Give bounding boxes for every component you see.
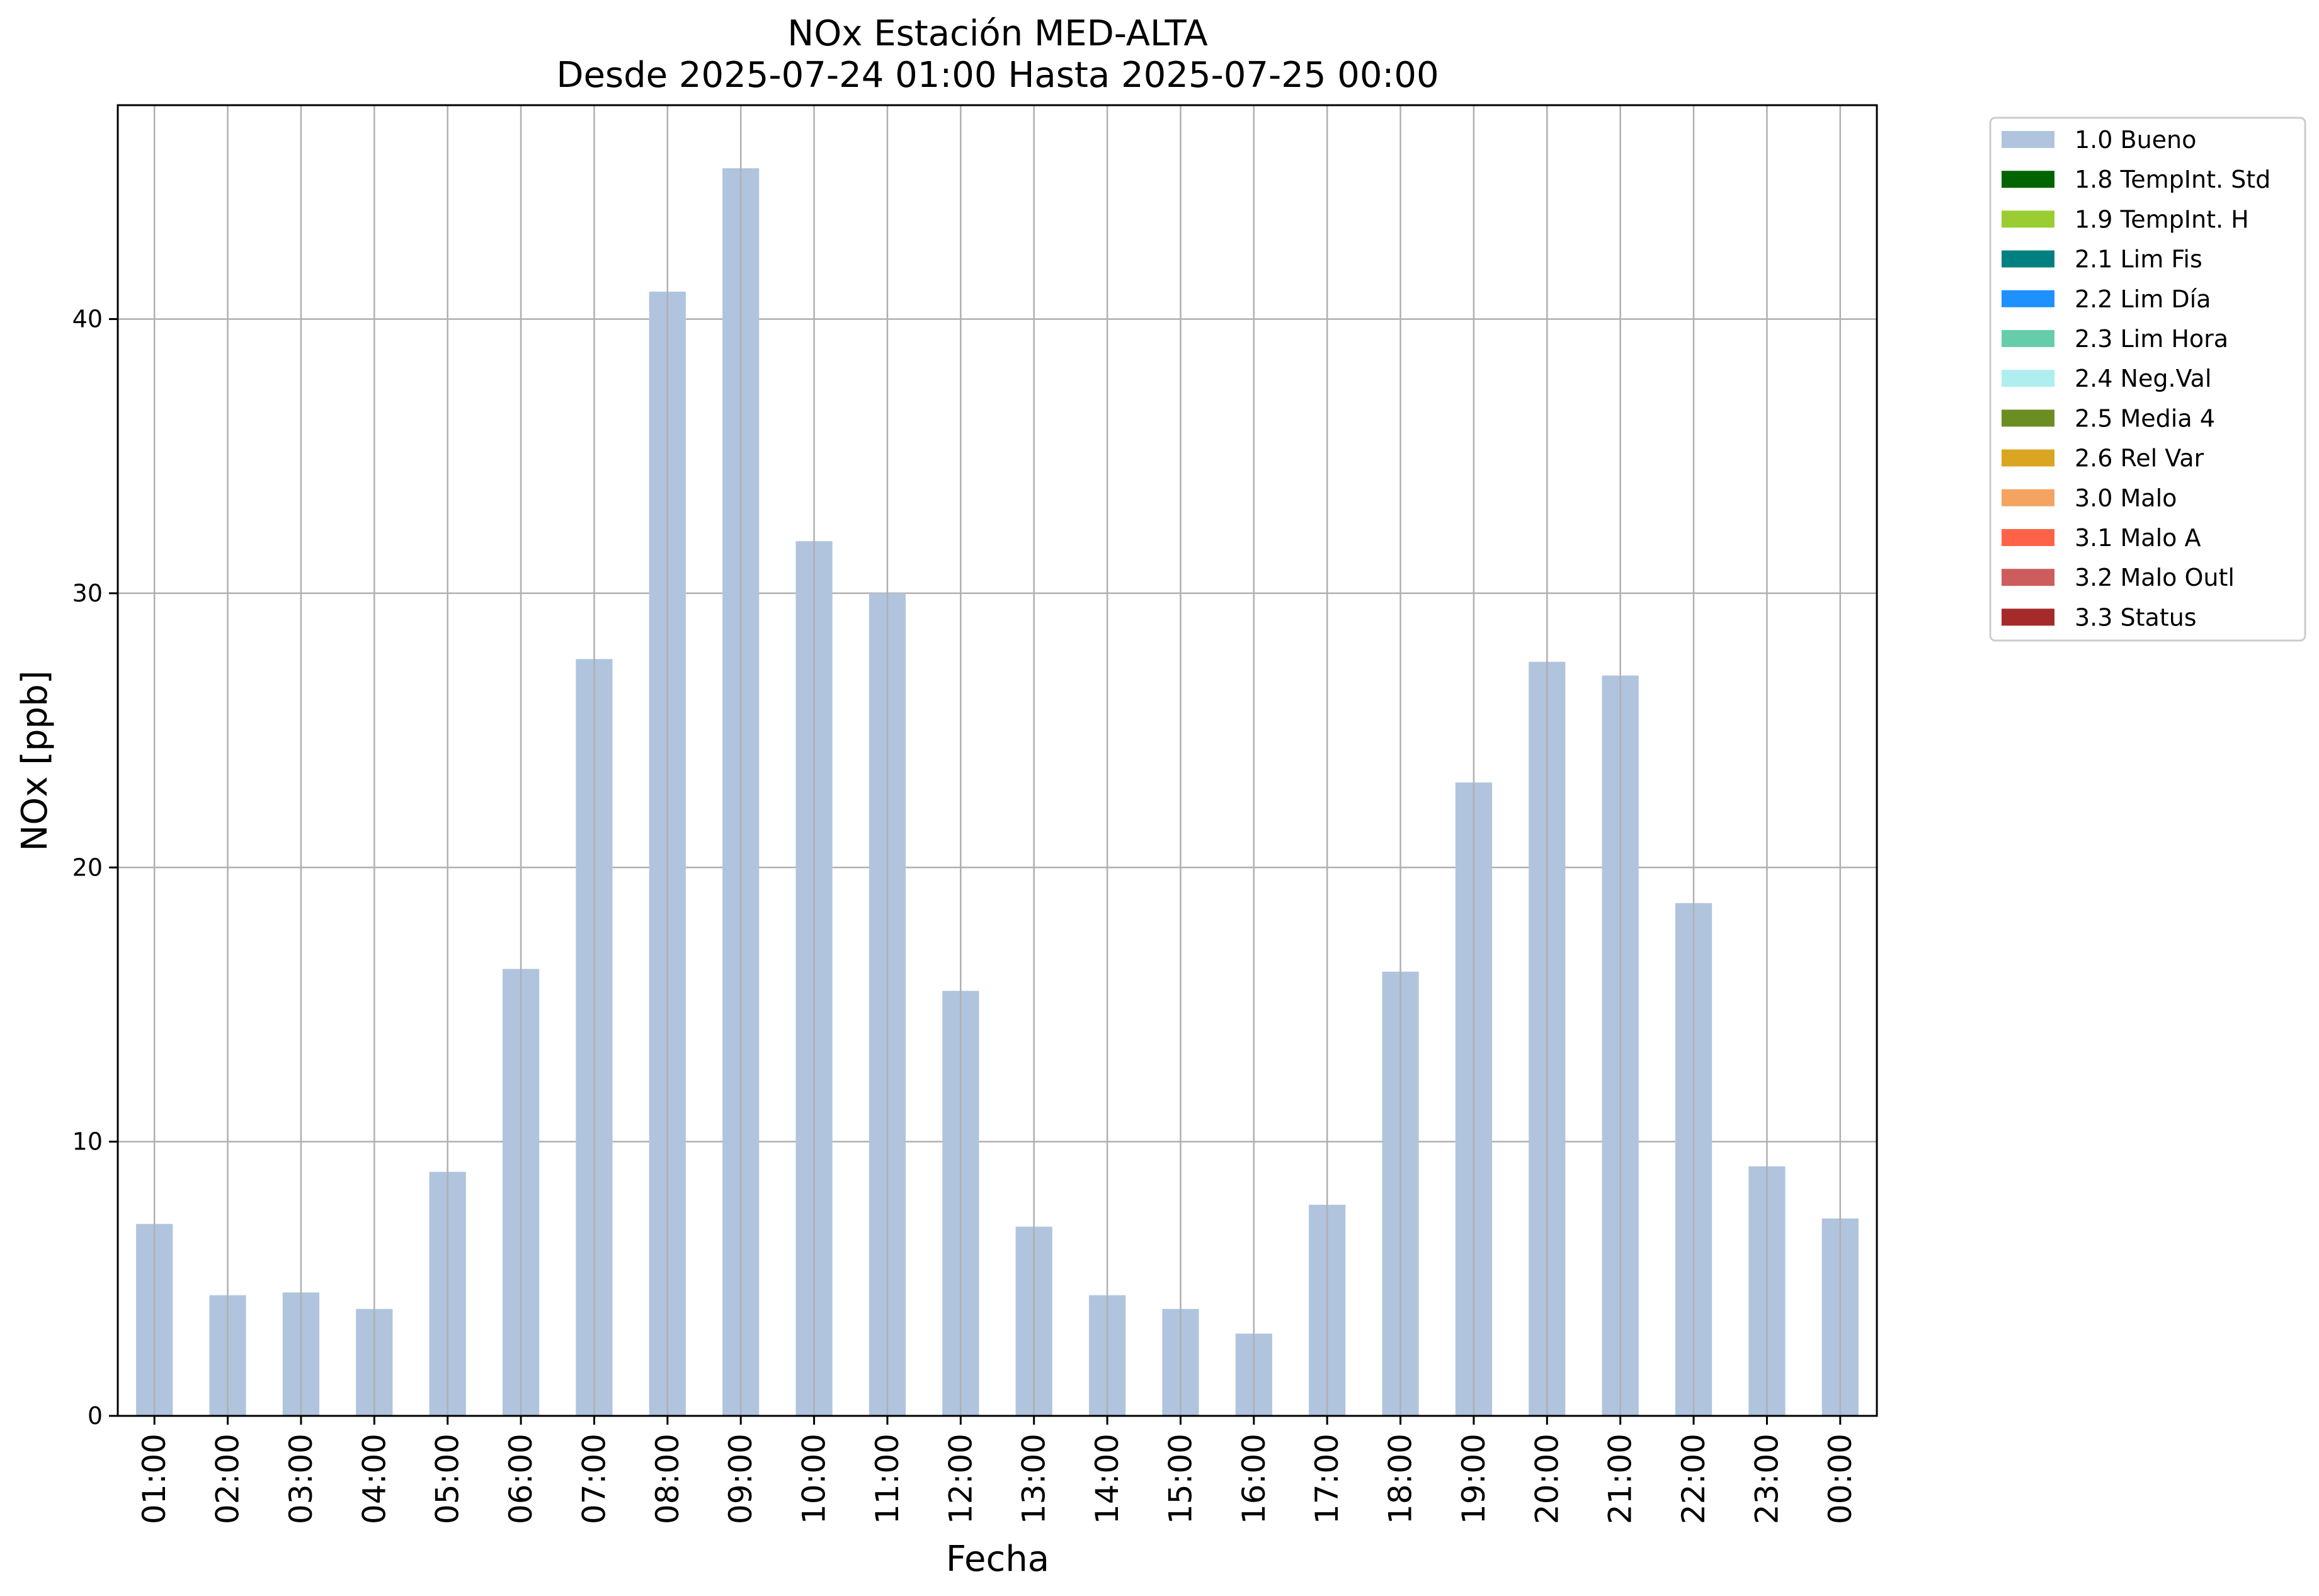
legend-label: 1.9 TempInt. H	[2075, 205, 2249, 233]
x-tick-label: 19:00	[1456, 1434, 1492, 1524]
legend-label: 3.0 Malo	[2075, 484, 2177, 512]
legend-label: 2.6 Rel Var	[2075, 445, 2204, 472]
legend-frame	[1989, 117, 2306, 642]
x-axis-label: Fecha	[946, 1539, 1049, 1580]
legend-label: 3.3 Status	[2075, 603, 2197, 631]
legend-swatch	[2002, 569, 2054, 586]
legend-label: 2.5 Media 4	[2075, 404, 2215, 432]
x-tick-label: 23:00	[1748, 1434, 1785, 1524]
x-tick-label: 02:00	[210, 1434, 246, 1524]
x-tick-label: 05:00	[430, 1434, 466, 1524]
x-tick-label: 13:00	[1016, 1434, 1052, 1524]
legend-swatch	[2002, 608, 2054, 626]
x-tick-label: 09:00	[722, 1434, 759, 1524]
x-tick-label: 08:00	[649, 1434, 686, 1524]
legend-swatch	[2002, 290, 2054, 307]
legend-label: 1.0 Bueno	[2075, 126, 2196, 154]
legend-label: 1.8 TempInt. Std	[2075, 166, 2271, 193]
vertical-grid	[153, 105, 1842, 1416]
legend-swatch	[2002, 409, 2054, 427]
legend-swatch	[2002, 489, 2054, 506]
y-tick-label: 20	[72, 853, 103, 881]
y-tick-label: 40	[72, 305, 103, 333]
y-axis-ticks: 0 10 20 30 40	[72, 305, 118, 1430]
x-tick-label: 14:00	[1089, 1434, 1125, 1524]
x-tick-label: 04:00	[356, 1434, 392, 1524]
y-tick-label: 10	[72, 1128, 103, 1156]
legend-swatch	[2002, 210, 2054, 228]
x-tick-label: 21:00	[1602, 1434, 1639, 1524]
x-tick-label: 15:00	[1162, 1434, 1199, 1524]
legend-label: 2.1 Lim Fis	[2075, 246, 2202, 273]
x-tick-label: 01:00	[136, 1434, 173, 1524]
y-axis-label: NOx [ppb]	[14, 670, 55, 851]
legend-swatch	[2002, 131, 2054, 148]
legend-label: 2.3 Lim Hora	[2075, 325, 2228, 353]
legend-swatch	[2002, 449, 2054, 467]
legend-label: 2.2 Lim Día	[2075, 285, 2211, 313]
x-tick-label: 07:00	[576, 1434, 612, 1524]
x-tick-label: 03:00	[283, 1434, 319, 1524]
x-tick-label: 20:00	[1529, 1434, 1565, 1524]
legend-label: 3.2 Malo Outl	[2075, 564, 2235, 591]
x-tick-label: 11:00	[869, 1434, 906, 1524]
x-tick-label: 22:00	[1675, 1434, 1712, 1524]
legend-label: 2.4 Neg.Val	[2075, 365, 2211, 392]
chart-title: NOx Estación MED-ALTA	[787, 13, 1207, 54]
legend-label: 3.1 Malo A	[2075, 524, 2201, 552]
x-tick-label: 00:00	[1822, 1434, 1859, 1524]
legend-swatch	[2002, 171, 2054, 188]
legend: 1.0 Bueno 1.8 TempInt. Std 1.9 TempInt. H 2…	[1989, 117, 2306, 642]
y-tick-label: 0	[88, 1402, 103, 1430]
legend-swatch	[2002, 330, 2054, 347]
x-tick-label: 18:00	[1382, 1434, 1419, 1524]
x-tick-label: 16:00	[1236, 1434, 1272, 1524]
legend-swatch	[2002, 370, 2054, 387]
chart-subtitle: Desde 2025-07-24 01:00 Hasta 2025-07-25 …	[556, 55, 1439, 96]
x-axis-ticks: 01:00 02:00 03:00 04:00 05:00 06:00 07:00 08:00…	[136, 1416, 1859, 1524]
legend-swatch	[2002, 529, 2054, 546]
x-tick-label: 12:00	[942, 1434, 979, 1524]
plot-frame	[117, 104, 1878, 1417]
x-tick-label: 10:00	[796, 1434, 833, 1524]
x-tick-label: 06:00	[503, 1434, 539, 1524]
y-tick-label: 30	[72, 579, 103, 607]
legend-swatch	[2002, 250, 2054, 268]
x-tick-label: 17:00	[1309, 1434, 1345, 1524]
